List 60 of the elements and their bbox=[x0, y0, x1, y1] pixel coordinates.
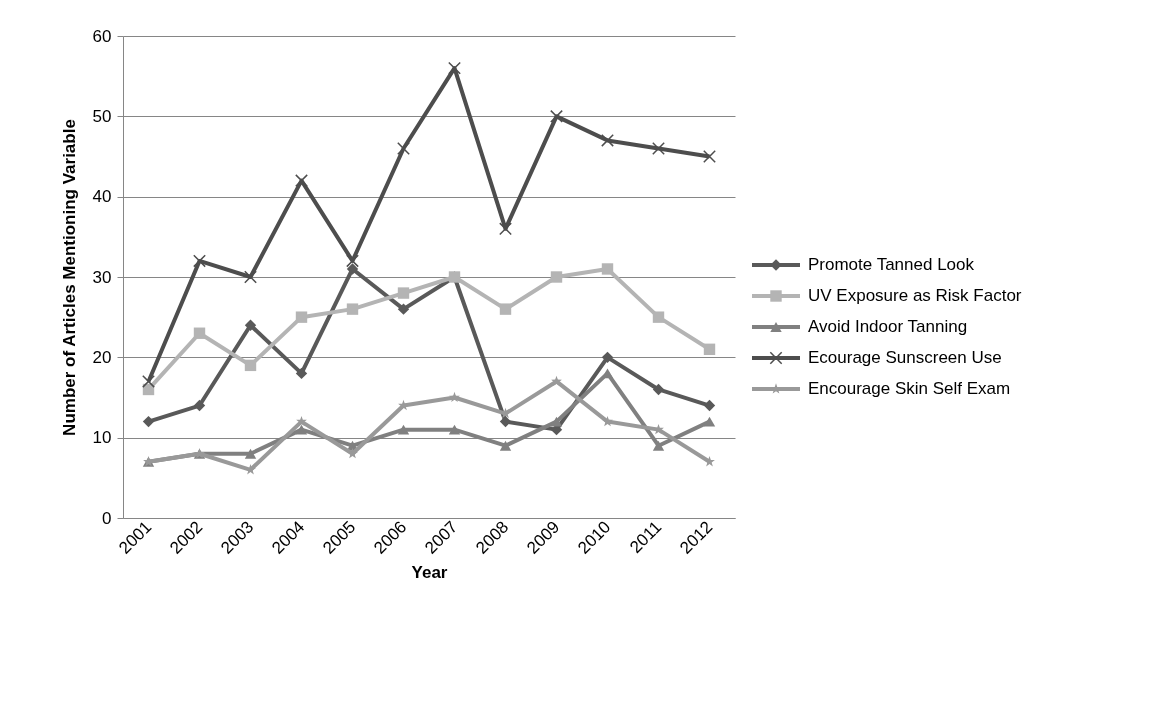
legend-label: Avoid Indoor Tanning bbox=[808, 317, 968, 336]
point bbox=[652, 142, 665, 155]
point bbox=[652, 383, 665, 396]
point bbox=[550, 416, 563, 427]
point bbox=[703, 343, 716, 355]
point bbox=[499, 303, 512, 315]
point bbox=[602, 415, 613, 427]
y-axis-title: Number of Articles Mentioning Variable bbox=[59, 119, 79, 436]
point bbox=[550, 109, 563, 123]
point bbox=[550, 271, 563, 283]
legend-label: Promote Tanned Look bbox=[808, 255, 975, 274]
point bbox=[347, 448, 358, 459]
point bbox=[652, 440, 665, 451]
point bbox=[601, 263, 614, 275]
point bbox=[704, 456, 715, 467]
point bbox=[449, 391, 460, 403]
point bbox=[346, 254, 359, 268]
point bbox=[397, 303, 410, 315]
point bbox=[499, 222, 512, 236]
point bbox=[244, 270, 257, 284]
point bbox=[295, 174, 308, 188]
point bbox=[601, 351, 614, 364]
point bbox=[193, 327, 206, 339]
legend-label: UV Exposure as Risk Factor bbox=[808, 286, 1022, 305]
y-tick-label: 20 bbox=[92, 347, 112, 367]
point bbox=[703, 416, 716, 427]
point bbox=[652, 311, 665, 323]
y-tick-label: 30 bbox=[92, 267, 112, 287]
point bbox=[244, 319, 257, 331]
point bbox=[193, 254, 206, 268]
point bbox=[703, 399, 716, 412]
point bbox=[193, 399, 206, 412]
point bbox=[601, 133, 614, 147]
point bbox=[397, 287, 410, 299]
y-tick-label: 40 bbox=[92, 187, 112, 207]
point bbox=[295, 311, 308, 323]
point bbox=[244, 359, 257, 372]
point bbox=[142, 415, 155, 428]
point bbox=[448, 424, 461, 435]
y-tick-label: 10 bbox=[92, 428, 112, 448]
point bbox=[397, 424, 410, 435]
y-tick-label: 50 bbox=[92, 106, 112, 126]
point bbox=[244, 448, 257, 459]
y-tick-label: 0 bbox=[102, 508, 112, 528]
point bbox=[142, 374, 155, 388]
point bbox=[346, 263, 359, 275]
point bbox=[295, 424, 308, 435]
point bbox=[296, 415, 307, 427]
point bbox=[499, 440, 512, 451]
point bbox=[499, 415, 512, 428]
point bbox=[346, 303, 359, 315]
legend-label: Encourage Skin Self Exam bbox=[808, 379, 1011, 398]
x-axis-title: Year bbox=[411, 562, 448, 582]
legend-label: Ecourage Sunscreen Use bbox=[808, 348, 1002, 367]
point bbox=[703, 150, 716, 163]
y-tick-label: 60 bbox=[92, 26, 112, 46]
point bbox=[448, 61, 461, 75]
point bbox=[295, 367, 308, 380]
point bbox=[551, 375, 562, 387]
point bbox=[397, 142, 410, 155]
